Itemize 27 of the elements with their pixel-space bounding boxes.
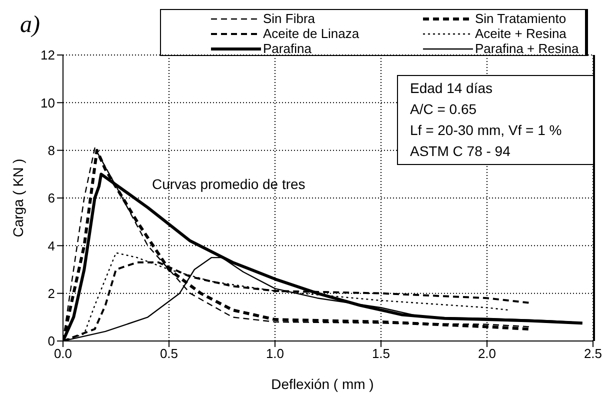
- legend-label: Parafina: [263, 41, 312, 56]
- annotation: Curvas promedio de tres: [152, 176, 306, 192]
- y-tick-label: 8: [48, 142, 55, 158]
- y-tick-label: 6: [48, 190, 55, 206]
- legend-label: Sin Tratamiento: [475, 11, 566, 26]
- x-tick-label: 0.0: [54, 346, 72, 362]
- y-tick-label: 2: [48, 286, 55, 301]
- y-tick-label: 10: [40, 95, 55, 110]
- y-tick-label: 0: [48, 334, 55, 349]
- text: a): [20, 12, 40, 39]
- x-axis-title: Deflexión ( mm ): [270, 376, 375, 392]
- legend-label: Sin Fibra: [263, 11, 316, 26]
- y-axis-title: Carga ( KN ): [10, 158, 26, 238]
- x-tick-label: 0.5: [160, 346, 178, 362]
- x-tick-label: 1.0: [266, 346, 284, 362]
- y-tick-label: 4: [48, 238, 55, 254]
- annotation: Edad 14 días: [410, 79, 494, 98]
- x-tick-label: 2.5: [584, 346, 602, 362]
- legend-label: Parafina + Resina: [475, 41, 579, 56]
- x-tick-label: 2.0: [478, 346, 496, 362]
- annotation: Lf = 20-30 mm, Vf = 1 %: [410, 121, 563, 140]
- legend-label: Aceite + Resina: [475, 26, 566, 41]
- annotation: A/C = 0.65: [410, 100, 478, 119]
- x-tick-label: 1.5: [372, 346, 390, 362]
- annotation: ASTM C 78 - 94: [410, 142, 512, 161]
- legend-label: Aceite de Linaza: [263, 26, 360, 41]
- y-tick-label: 12: [40, 48, 55, 63]
